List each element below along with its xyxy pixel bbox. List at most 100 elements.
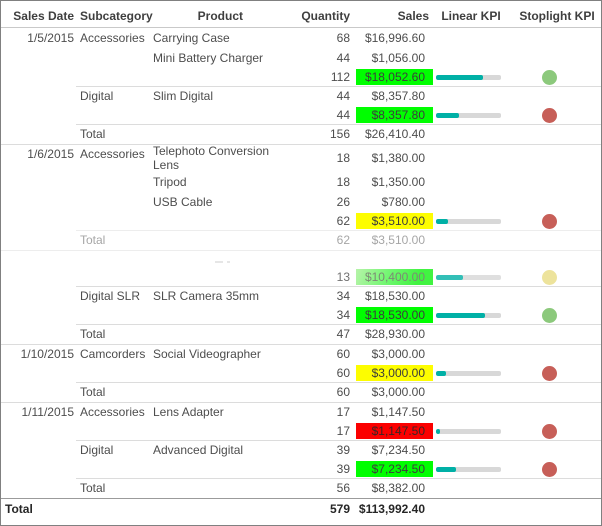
sales-cell: $1,350.00 xyxy=(353,172,433,192)
stoplight-green-icon xyxy=(542,307,557,323)
stoplight-red-icon xyxy=(542,423,557,439)
sales-date-cell xyxy=(1,286,76,289)
sales-cell: $8,357.80 xyxy=(353,106,433,124)
sales-cell: $8,382.00 xyxy=(353,478,433,498)
table-row: Tripod 18 $1,350.00 xyxy=(1,172,601,192)
quantity-cell: 112 xyxy=(330,70,350,84)
quantity-cell: 18 xyxy=(336,151,350,165)
quantity-cell: 47 xyxy=(336,327,350,341)
table-row: 39 $7,234.50 xyxy=(1,460,601,478)
sales-cell: $3,510.00 xyxy=(353,230,433,250)
sales-value: $3,000.00 xyxy=(371,347,425,361)
stoplight-red-icon xyxy=(542,461,557,477)
subcategory-cell: Camcorders xyxy=(80,347,146,361)
product-cell: Carrying Case xyxy=(153,31,230,45)
sales-value: $113,992.40 xyxy=(358,501,425,516)
quantity-cell: 39 xyxy=(336,443,350,457)
sales-date-cell xyxy=(1,306,76,309)
table-row: 34 $18,530.00 xyxy=(1,306,601,324)
sales-kpi-color-cell: $10,400.00 xyxy=(356,269,433,285)
sales-cell xyxy=(353,250,433,268)
sales-value: $780.00 xyxy=(381,195,425,209)
table-row: Total 156 $26,410.40 xyxy=(1,124,601,144)
subcategory-cell xyxy=(76,48,152,51)
sales-value: $1,350.00 xyxy=(371,175,425,189)
subcategory-cell: Accessories xyxy=(80,31,145,45)
stoplight-yellow-icon xyxy=(542,269,557,285)
subcategory-cell xyxy=(76,460,152,463)
table-row: Total 62 $3,510.00 xyxy=(1,230,601,250)
linear-kpi-cell xyxy=(433,370,501,376)
linear-kpi-cell xyxy=(433,274,501,280)
sales-cell: $3,000.00 xyxy=(353,344,433,364)
sales-date-cell xyxy=(1,48,76,51)
subcategory-cell: Digital xyxy=(80,443,114,457)
linear-kpi-fill xyxy=(436,312,486,318)
sales-cell: $7,234.50 xyxy=(353,460,433,478)
sales-cell: $10,400.00 xyxy=(353,268,433,286)
sales-date-cell xyxy=(1,364,76,367)
sales-value: $3,000.00 xyxy=(371,385,425,399)
subcategory-cell: Digital xyxy=(80,89,114,103)
subcategory-cell xyxy=(76,498,152,501)
sales-date-cell xyxy=(1,124,76,127)
column-header-product: Product xyxy=(197,8,243,23)
sales-date-cell: 1/6/2015 xyxy=(27,147,74,161)
sales-date-cell xyxy=(1,440,76,443)
stoplight-kpi-cell xyxy=(501,213,601,229)
subcategory-cell xyxy=(76,306,152,309)
quantity-cell: 62 xyxy=(336,233,350,247)
quantity-cell: 60 xyxy=(336,347,350,361)
total-label-cell: Total xyxy=(80,385,106,399)
subcategory-cell xyxy=(76,106,152,109)
sales-kpi-color-cell: $7,234.50 xyxy=(356,461,433,477)
sales-cell: $8,357.80 xyxy=(353,86,433,106)
linear-kpi-gauge xyxy=(436,74,501,80)
stoplight-kpi-cell xyxy=(501,423,601,439)
sales-cell: $1,147.50 xyxy=(353,402,433,422)
product-cell: Lens Adapter xyxy=(153,405,224,419)
linear-kpi-gauge xyxy=(436,370,501,376)
sales-date-cell xyxy=(1,324,76,327)
sales-kpi-color-cell: $3,510.00 xyxy=(356,213,433,229)
table-row: 60 $3,000.00 xyxy=(1,364,601,382)
sales-value: $8,357.80 xyxy=(371,89,425,103)
subcategory-cell xyxy=(76,422,152,425)
quantity-cell: 18 xyxy=(336,175,350,189)
subcategory-cell xyxy=(76,268,152,271)
sales-cell: $3,000.00 xyxy=(353,364,433,382)
sales-date-cell xyxy=(1,230,76,233)
sales-date-cell xyxy=(1,422,76,425)
table-row: Total 60 $3,000.00 xyxy=(1,382,601,402)
linear-kpi-gauge xyxy=(436,112,501,118)
total-label-cell: Total xyxy=(80,127,106,141)
sales-date-cell: 1/10/2015 xyxy=(20,347,74,361)
sales-value: $18,530.00 xyxy=(364,289,425,303)
column-header-subcategory: Subcategory xyxy=(80,8,153,23)
quantity-cell: 17 xyxy=(336,424,350,438)
quantity-cell: 44 xyxy=(336,89,350,103)
sales-kpi-color-cell: $1,147.50 xyxy=(356,423,433,439)
stoplight-red-icon xyxy=(542,365,557,381)
column-header-linear-kpi: Linear KPI xyxy=(441,8,501,23)
quantity-cell: 62 xyxy=(336,214,350,228)
sales-value: $1,056.00 xyxy=(371,51,425,65)
sales-cell: $1,056.00 xyxy=(353,48,433,68)
table-row: Total 579 $113,992.40 xyxy=(1,498,601,519)
stoplight-kpi-cell xyxy=(501,461,601,477)
product-cell: Telephoto Conversion Lens xyxy=(153,144,270,172)
sales-kpi-color-cell: $3,000.00 xyxy=(356,365,433,381)
sales-date-cell: 1/5/2015 xyxy=(27,31,74,45)
table-row: Digital Slim Digital 44 $8,357.80 xyxy=(1,86,601,106)
linear-kpi-gauge xyxy=(436,312,501,318)
table-row: USB Cable 26 $780.00 xyxy=(1,192,601,212)
sales-cell: $18,052.60 xyxy=(353,68,433,86)
sales-cell: $16,996.60 xyxy=(353,28,433,48)
sales-cell: $3,000.00 xyxy=(353,382,433,402)
sales-date-cell xyxy=(1,68,76,71)
stoplight-green-icon xyxy=(542,69,557,85)
sales-date-cell xyxy=(1,86,76,89)
sales-date-cell: 1/11/2015 xyxy=(21,405,75,419)
column-header-quantity: Quantity xyxy=(301,8,350,23)
table-row: 62 $3,510.00 xyxy=(1,212,601,230)
